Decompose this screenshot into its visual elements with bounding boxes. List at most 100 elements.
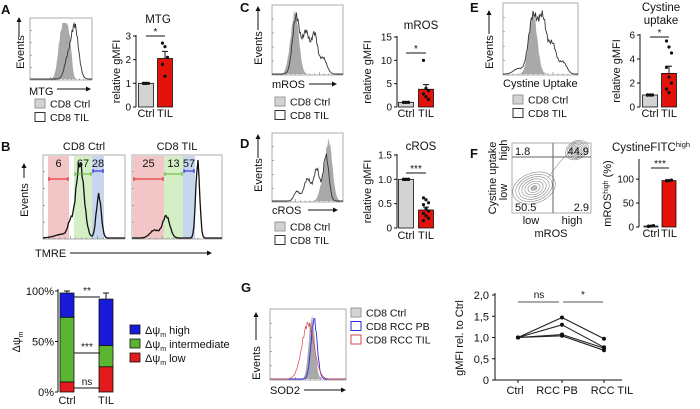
data-point: [426, 201, 431, 205]
chart-title: CystineFITChigh: [612, 140, 690, 154]
stacked-segment-low: [98, 366, 114, 393]
gate-percentage: 6: [55, 158, 61, 170]
legend-swatch: [129, 324, 141, 335]
y-axis-label: relative gMFI: [362, 40, 374, 104]
data-point: [424, 95, 428, 99]
y-axis-label: relative gMFI: [362, 160, 374, 224]
data-point: [602, 348, 606, 353]
legend-swatch: [274, 221, 286, 232]
data-point: [648, 93, 652, 97]
y-tick-label: 6: [629, 31, 635, 42]
data-point: [163, 45, 167, 49]
legend-swatch: [274, 96, 286, 107]
histogram-ctrl: [272, 10, 343, 74]
text-part: Δψ: [145, 353, 160, 365]
e-histogram-plot-frame: [502, 2, 579, 76]
y-tick-label: 100: [617, 175, 634, 186]
arrow-up-icon: [255, 6, 261, 11]
x-axis-label: SOD2: [270, 385, 300, 397]
y-tick-label: 1,5: [474, 311, 489, 323]
gate-high-shading: [183, 156, 195, 239]
y-tick-label: 0.5: [378, 199, 392, 210]
x-tick-label: Ctrl: [137, 108, 154, 120]
y-tick-label: 0: [386, 224, 392, 235]
histogram-rcc-pb: [270, 318, 346, 380]
legend-swatch: [350, 321, 362, 331]
data-point: [667, 91, 671, 95]
chart-title: Cystine: [642, 2, 680, 14]
y-tick-label: 0: [629, 103, 635, 114]
data-point: [421, 211, 426, 215]
legend-swatch: [512, 94, 524, 105]
data-point: [144, 81, 148, 85]
legend-label: CD8 TIL: [290, 110, 329, 122]
y-tick-label: 0: [628, 223, 634, 234]
y-axis-label: relative gMFI: [611, 39, 623, 103]
contour-line: [515, 174, 553, 202]
legend-label: Δψm intermediate: [145, 339, 230, 353]
text-part: intermediate: [166, 339, 230, 351]
arrow-right-icon: [341, 387, 346, 393]
arrow-up-icon: [253, 312, 259, 317]
data-point: [424, 206, 428, 211]
panel-label: F: [470, 146, 478, 161]
y-tick-label: 0: [125, 103, 131, 114]
contour-line: [527, 183, 541, 193]
data-point: [560, 333, 564, 338]
data-point: [667, 45, 671, 49]
data-point: [406, 100, 411, 104]
arrow-right-icon: [207, 250, 212, 256]
data-point: [421, 203, 426, 207]
data-point: [163, 74, 167, 78]
data-point: [560, 315, 564, 320]
data-point: [426, 89, 431, 93]
data-point: [160, 62, 165, 66]
legend-swatch: [350, 334, 362, 345]
histogram-tmre: [132, 159, 222, 239]
x-tick-label: Ctrl: [397, 108, 414, 120]
x-tick-label: RCC TIL: [591, 385, 634, 397]
data-point: [406, 177, 411, 181]
stacked-segment-intermediate: [98, 345, 114, 368]
bar-til: [418, 209, 434, 229]
x-axis-label: mROS: [535, 228, 568, 240]
data-point: [421, 58, 426, 62]
legend-label: CD8 RCC TIL: [366, 335, 431, 347]
text-part: high: [166, 325, 190, 337]
text-part: high: [603, 180, 610, 193]
stacked-segment-high: [59, 292, 75, 318]
text-part: high: [676, 140, 690, 149]
y-tick-label: 50: [623, 199, 635, 210]
data-point: [146, 81, 151, 85]
y-tick-label: 1,0: [474, 333, 489, 345]
arrow-right-icon: [333, 207, 338, 213]
data-point: [141, 81, 146, 85]
legend-label: CD8 TIL: [290, 235, 329, 247]
legend-label: Δψm low: [145, 353, 186, 367]
panel-label: C: [240, 0, 250, 15]
x-tick-label: Ctrl: [506, 385, 523, 397]
data-point: [404, 100, 408, 104]
data-point: [645, 93, 650, 97]
legend-label: CD8 TIL: [528, 108, 567, 120]
legend-label: CD8 Ctrl: [290, 97, 330, 109]
y-tick-label: 3: [125, 32, 131, 43]
quadrant-value: 2.9: [574, 202, 589, 214]
histogram-til: [30, 21, 92, 80]
significance-label: *: [154, 27, 158, 38]
text-part: m: [18, 331, 25, 337]
bar-ctrl: [642, 94, 658, 108]
chart-title: MTG: [145, 14, 171, 26]
x-tick-label: TIL: [661, 108, 677, 120]
bar-ctrl: [138, 82, 154, 108]
panel-label: G: [241, 280, 251, 295]
y-tick-label: 0: [483, 375, 489, 387]
panel-label: A: [1, 2, 11, 17]
y-tick-label: 2: [629, 79, 635, 90]
data-point: [646, 224, 651, 228]
data-point: [404, 177, 408, 181]
x-axis-label: MTG: [29, 86, 53, 98]
histogram-rcc-til: [270, 321, 346, 380]
histogram-til: [272, 153, 343, 202]
